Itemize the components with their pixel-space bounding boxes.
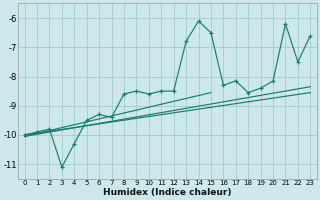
X-axis label: Humidex (Indice chaleur): Humidex (Indice chaleur) <box>103 188 232 197</box>
